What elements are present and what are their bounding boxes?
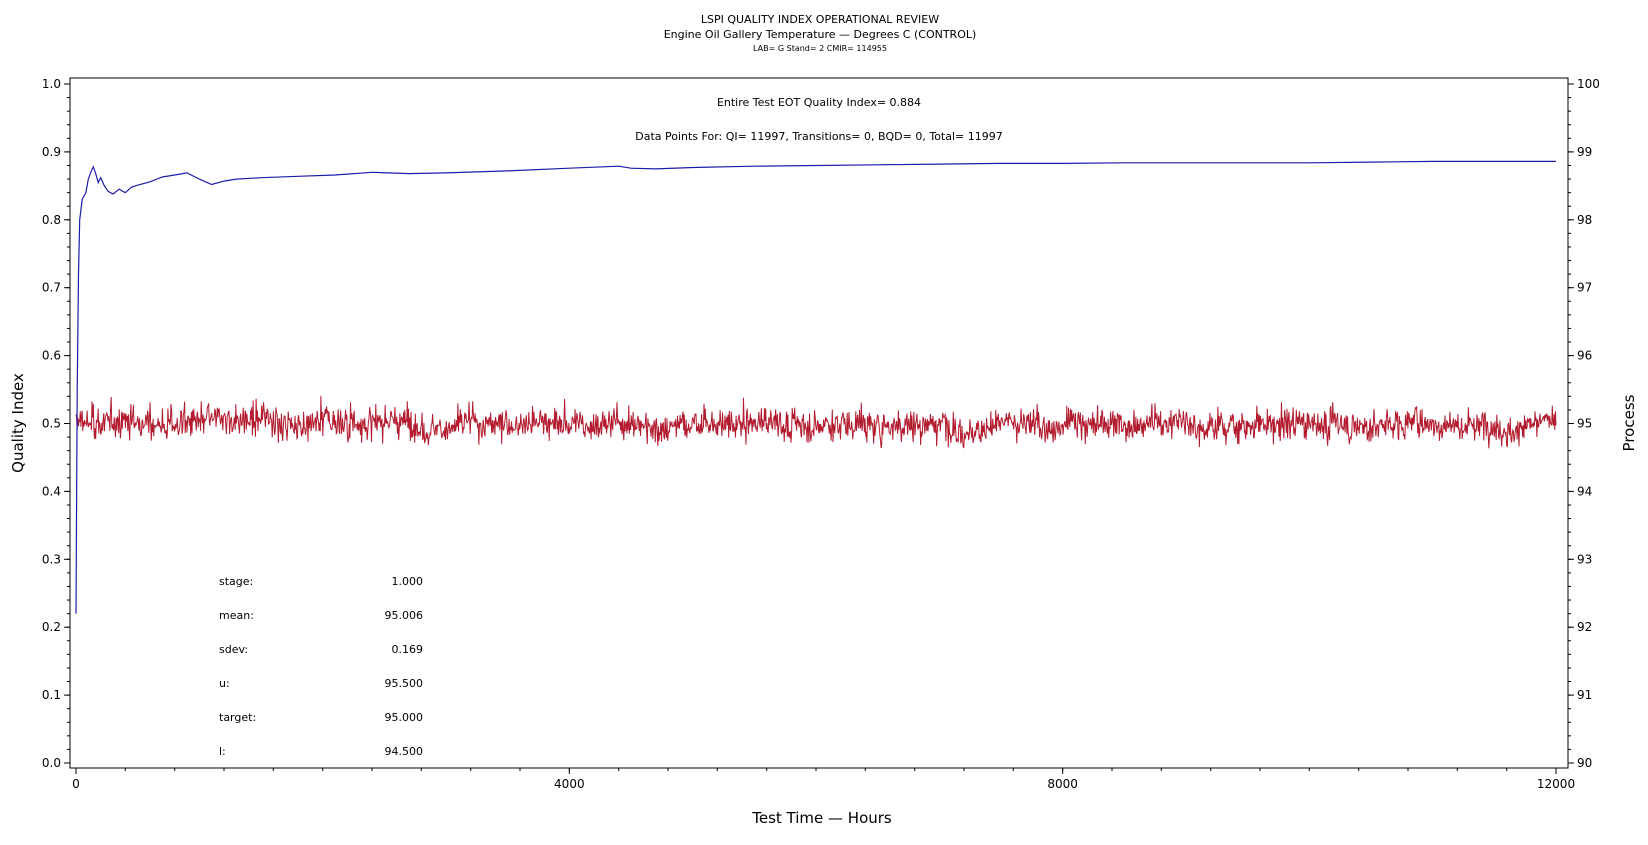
chart-title: LSPI QUALITY INDEX OPERATIONAL REVIEW — [701, 13, 939, 26]
y-right-tick-label: 93 — [1577, 552, 1592, 566]
y-axis-label-left: Quality Index — [9, 373, 27, 473]
stat-value: 95.000 — [385, 711, 424, 724]
y-left-tick-label: 0.5 — [42, 417, 61, 431]
y-right-tick-label: 96 — [1577, 349, 1592, 363]
y-left-tick-label: 0.2 — [42, 620, 61, 634]
y-right-tick-label: 90 — [1577, 756, 1592, 770]
chart-subtitle: Engine Oil Gallery Temperature — Degrees… — [664, 28, 977, 41]
y-axis-label-right: Process — [1620, 394, 1638, 451]
x-tick-label: 4000 — [554, 777, 585, 791]
y-left-tick-label: 1.0 — [42, 77, 61, 91]
y-left-tick-label: 0.1 — [42, 688, 61, 702]
y-left-tick-label: 0.7 — [42, 281, 61, 295]
y-left-tick-label: 0.6 — [42, 349, 61, 363]
y-right-tick-label: 100 — [1577, 77, 1600, 91]
x-tick-label: 8000 — [1047, 777, 1078, 791]
y-right-tick-label: 92 — [1577, 620, 1592, 634]
stats-annotation: stage: 1.000 mean: 95.006 sdev: 0.169 u: 95.500… — [219, 575, 423, 758]
y-right-tick-label: 98 — [1577, 213, 1592, 227]
chart-lab-info: LAB= G Stand= 2 CMIR= 114955 — [753, 44, 887, 53]
y-left-tick-label: 0.0 — [42, 756, 61, 770]
x-axis-label: Test Time — Hours — [751, 809, 892, 827]
stat-value: 95.006 — [385, 609, 424, 622]
quality-index-annotation: Entire Test EOT Quality Index= 0.884 — [717, 96, 921, 109]
y-left-tick-label: 0.9 — [42, 145, 61, 159]
y-right-tick-label: 95 — [1577, 417, 1592, 431]
y-left-tick-label: 0.8 — [42, 213, 61, 227]
x-tick-label: 0 — [72, 777, 80, 791]
y-right-tick-label: 94 — [1577, 484, 1592, 498]
data-points-annotation: Data Points For: QI= 11997, Transitions=… — [635, 130, 1003, 143]
series-layer — [75, 160, 1557, 614]
y-left-tick-label: 0.4 — [42, 484, 61, 498]
quality-index-series-line — [75, 160, 1556, 614]
x-tick-label: 12000 — [1537, 777, 1575, 791]
stat-value: 0.169 — [392, 643, 424, 656]
axis-ticks: 0.0 0.1 0.2 0.3 0.4 0.5 0.6 0.7 0.8 0.9 1.0 90 91 92 9… — [42, 77, 1600, 791]
stat-value: 95.500 — [385, 677, 424, 690]
y-right-tick-label: 91 — [1577, 688, 1592, 702]
process-series-line — [75, 395, 1557, 449]
stat-label: l: — [219, 745, 226, 758]
plot-area-frame — [69, 77, 1569, 769]
stat-label: mean: — [219, 609, 254, 622]
stat-label: sdev: — [219, 643, 248, 656]
stat-label: u: — [219, 677, 230, 690]
stat-label: stage: — [219, 575, 253, 588]
y-left-tick-label: 0.3 — [42, 552, 61, 566]
y-right-tick-label: 99 — [1577, 145, 1592, 159]
stat-value: 94.500 — [385, 745, 424, 758]
stat-label: target: — [219, 711, 256, 724]
stat-value: 1.000 — [392, 575, 424, 588]
y-right-tick-label: 97 — [1577, 281, 1592, 295]
